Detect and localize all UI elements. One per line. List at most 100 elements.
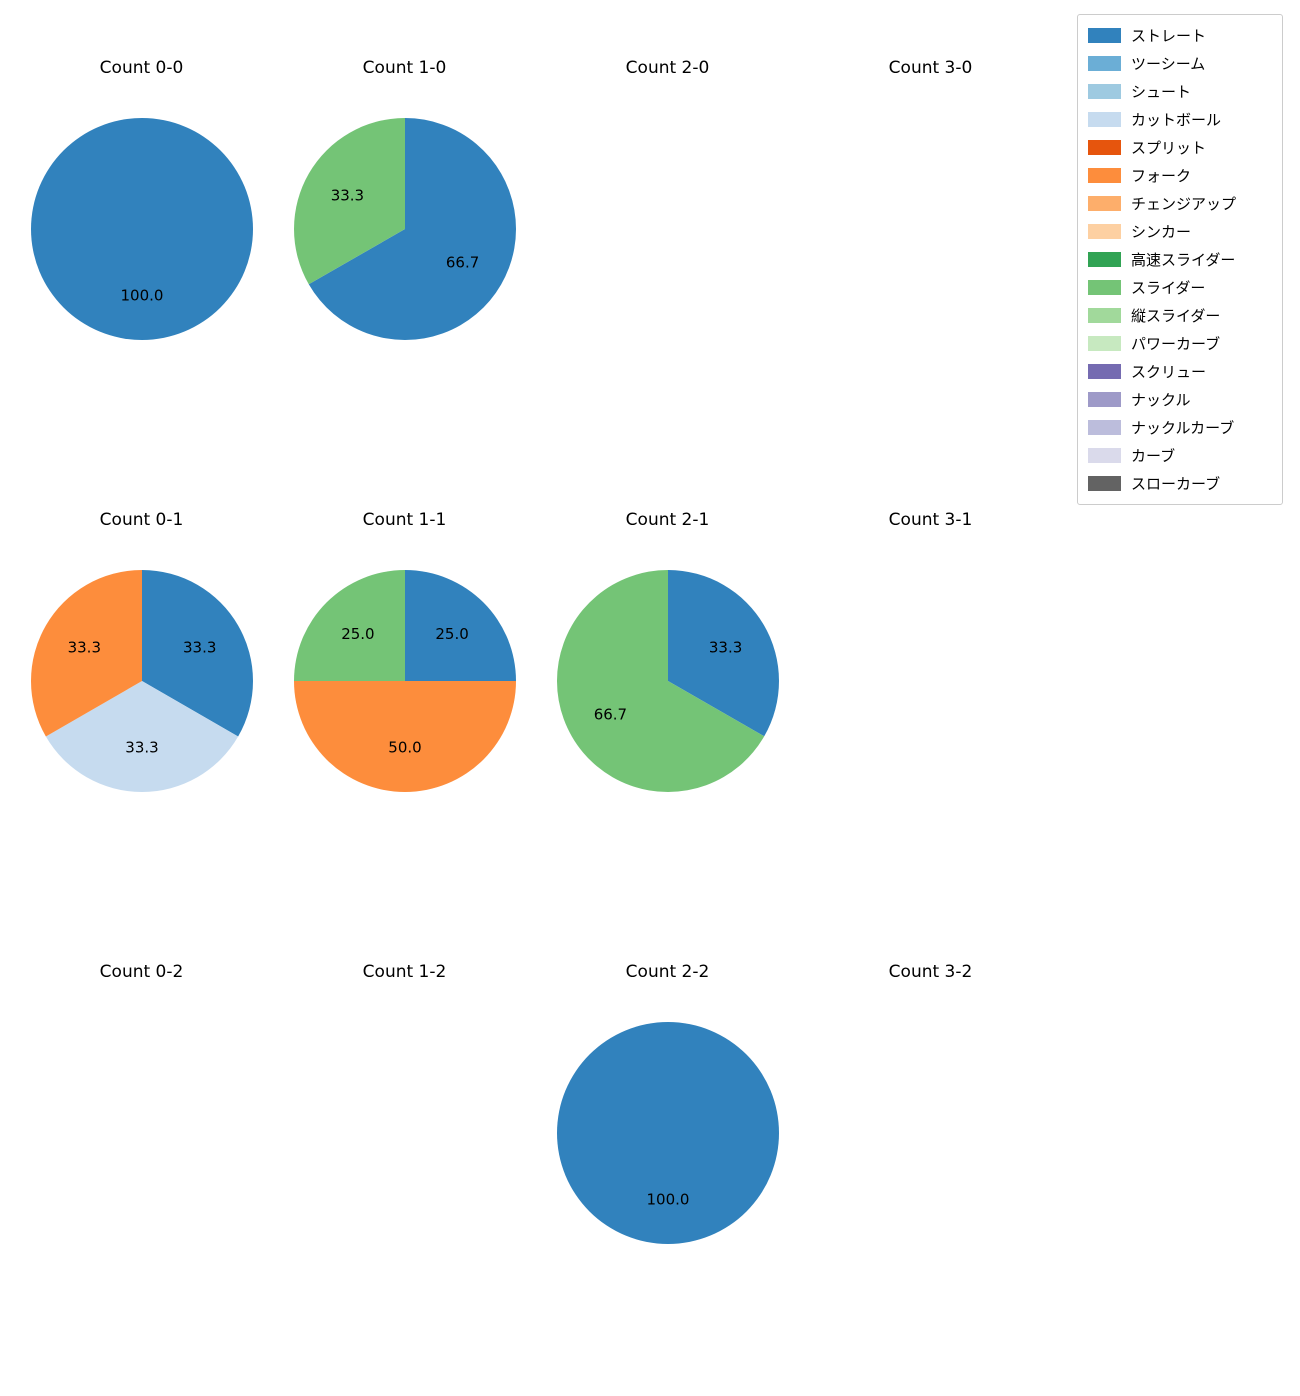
legend-item: シンカー [1088, 220, 1272, 243]
pie-pct-label: 50.0 [388, 739, 421, 757]
legend-item: フォーク [1088, 164, 1272, 187]
legend-item: スクリュー [1088, 360, 1272, 383]
legend-label: スプリット [1131, 139, 1207, 157]
pie-slice [293, 570, 405, 681]
legend-swatch-icon [1088, 420, 1121, 435]
pie-slice [141, 570, 253, 737]
subplot-count-3-2: Count 3-2 [799, 944, 1062, 1396]
legend-label: ツーシーム [1131, 55, 1206, 73]
subplot-count-3-0: Count 3-0 [799, 40, 1062, 492]
legend: ストレートツーシームシュートカットボール スプリットフォークチェンジアップシンカー… [1077, 14, 1283, 505]
legend-label: ナックルカーブ [1131, 419, 1235, 437]
pie-pct-label: 100.0 [646, 1191, 689, 1209]
legend-swatch-icon [1088, 28, 1121, 43]
legend-swatch-icon [1088, 308, 1121, 323]
legend-label: カットボール [1131, 111, 1222, 129]
legend-swatch-icon [1088, 476, 1121, 491]
pie-pct-label: 33.3 [330, 187, 363, 205]
subplot-title: Count 1-1 [362, 510, 447, 530]
pie-slice [293, 118, 405, 285]
pie-slice [556, 570, 764, 792]
legend-label: ストレート [1131, 27, 1207, 45]
pie-pct-label: 66.7 [445, 253, 478, 271]
legend-label: スローカーブ [1131, 475, 1221, 493]
pie-slice [556, 1022, 779, 1244]
pie-grid: Count 0-0 100.0 Count 1-0 66.7 33.3 Count 2-0… [10, 40, 1062, 1396]
legend-label: フォーク [1131, 167, 1192, 185]
legend-label: 高速スライダー [1131, 251, 1236, 269]
pitch-count-pie-figure: Count 0-0 100.0 Count 1-0 66.7 33.3 Count 2-0… [30, 14, 1283, 1244]
subplot-title: Count 3-1 [888, 510, 973, 530]
subplot-count-1-1: Count 1-1 25.0 50.0 25.0 [273, 492, 536, 944]
subplot-count-2-0: Count 2-0 [536, 40, 799, 492]
legend-item: スライダー [1088, 276, 1272, 299]
subplot-title: Count 2-1 [625, 510, 710, 530]
subplot-title: Count 0-0 [99, 58, 184, 78]
legend-item: パワーカーブ [1088, 332, 1272, 355]
legend-item: 高速スライダー [1088, 248, 1272, 271]
pie-chart: 100.0 [556, 1022, 779, 1244]
pie-slice [45, 681, 238, 793]
legend-label: シュート [1131, 83, 1192, 101]
subplot-title: Count 2-0 [625, 58, 710, 78]
legend-label: 縦スライダー [1131, 307, 1221, 325]
legend-swatch-icon [1088, 448, 1121, 463]
pie-chart: 100.0 [30, 118, 253, 340]
legend-label: スクリュー [1131, 363, 1207, 381]
legend-label: シンカー [1131, 223, 1192, 241]
pie-pct-label: 25.0 [435, 625, 468, 643]
legend-item: チェンジアップ [1088, 192, 1272, 215]
legend-swatch-icon [1088, 224, 1121, 239]
legend-swatch-icon [1088, 392, 1121, 407]
pie-pct-label: 33.3 [708, 639, 741, 657]
pie-slice [667, 570, 779, 737]
pie-pct-label: 33.3 [125, 739, 158, 757]
pie-pct-label: 33.3 [182, 639, 215, 657]
subplot-title: Count 0-1 [99, 510, 184, 530]
legend-item: スローカーブ [1088, 472, 1272, 495]
legend-swatch-icon [1088, 56, 1121, 71]
legend-label: パワーカーブ [1131, 335, 1221, 353]
pie-slice [30, 118, 253, 340]
subplot-count-3-1: Count 3-1 [799, 492, 1062, 944]
legend-swatch-icon [1088, 168, 1121, 183]
legend-item: スプリット [1088, 136, 1272, 159]
legend-item: シュート [1088, 80, 1272, 103]
pie-slice [308, 118, 516, 340]
pie-pct-label: 25.0 [341, 625, 374, 643]
subplot-count-1-0: Count 1-0 66.7 33.3 [273, 40, 536, 492]
subplot-title: Count 3-0 [888, 58, 973, 78]
subplot-title: Count 2-2 [625, 962, 710, 982]
legend-swatch-icon [1088, 364, 1121, 379]
pie-slice [404, 570, 516, 681]
subplot-count-0-0: Count 0-0 100.0 [10, 40, 273, 492]
legend-swatch-icon [1088, 84, 1121, 99]
pie-slice [30, 570, 142, 737]
pie-slice [293, 681, 516, 792]
legend-item: カットボール [1088, 108, 1272, 131]
subplot-title: Count 3-2 [888, 962, 973, 982]
legend-label: カーブ [1131, 447, 1176, 465]
subplot-count-0-2: Count 0-2 [10, 944, 273, 1396]
pie-chart: 33.3 33.3 33.3 [30, 570, 253, 793]
legend-item: ナックルカーブ [1088, 416, 1272, 439]
legend-swatch-icon [1088, 280, 1121, 295]
legend-swatch-icon [1088, 196, 1121, 211]
pie-pct-label: 100.0 [120, 287, 163, 305]
legend-item: ストレート [1088, 24, 1272, 47]
pie-chart: 25.0 50.0 25.0 [293, 570, 516, 792]
legend-item: 縦スライダー [1088, 304, 1272, 327]
legend-item: カーブ [1088, 444, 1272, 467]
subplot-title: Count 1-2 [362, 962, 447, 982]
legend-label: スライダー [1131, 279, 1206, 297]
legend-item: ツーシーム [1088, 52, 1272, 75]
subplot-count-1-2: Count 1-2 [273, 944, 536, 1396]
subplot-count-2-2: Count 2-2 100.0 [536, 944, 799, 1396]
legend-swatch-icon [1088, 336, 1121, 351]
pie-pct-label: 66.7 [593, 705, 626, 723]
pie-chart: 33.3 66.7 [556, 570, 779, 792]
legend-swatch-icon [1088, 112, 1121, 127]
legend-swatch-icon [1088, 140, 1121, 155]
legend-label: ナックル [1131, 391, 1191, 409]
subplot-title: Count 1-0 [362, 58, 447, 78]
